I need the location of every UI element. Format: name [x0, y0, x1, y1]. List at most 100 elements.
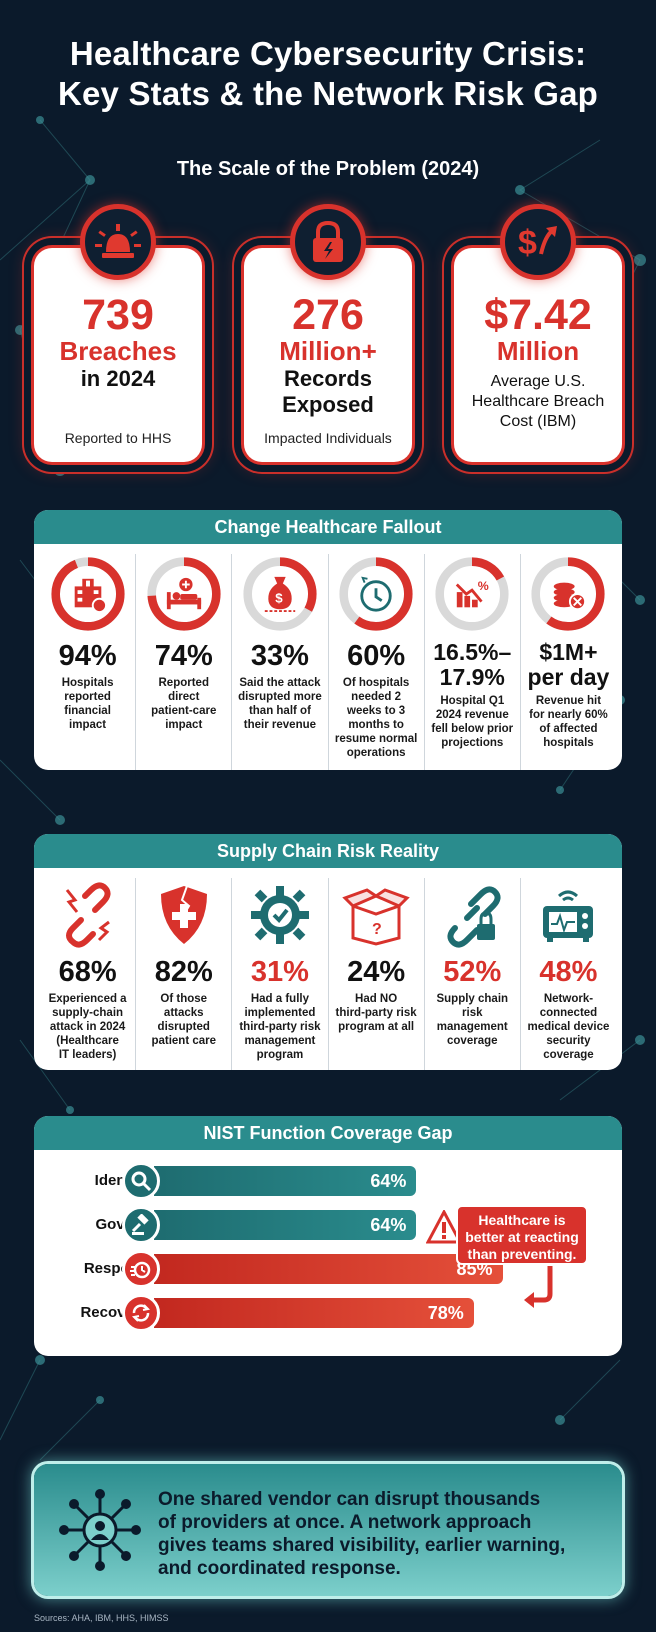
supply-item: 31% Had a fully implemented third-party ri… [232, 878, 329, 1070]
change-item: $ 33% Said the attack disrupted more than … [232, 554, 329, 770]
cost-value: $7.42 [484, 291, 592, 339]
gavel-icon [122, 1206, 160, 1244]
callout-line-1: Healthcare is [478, 1212, 566, 1228]
hospital-icon [51, 557, 125, 631]
gear-check-icon [250, 886, 309, 944]
change-stat: 16.5%– 17.9% [433, 639, 512, 690]
clock-icon [339, 557, 413, 631]
broken-lock-icon [290, 204, 366, 280]
nist-row-identify: Identify 64% [34, 1162, 622, 1200]
change-desc: Of hospitals needed 2 weeks to 3 months to r… [334, 677, 418, 759]
change-stat: 60% [347, 640, 406, 672]
supply-item: 68% Experienced a supply-chain attack in 2… [40, 878, 137, 1070]
key-message: One shared vendor can disrupt thousands … [158, 1488, 613, 1580]
change-item: 94% Hospitals reported financial impact [40, 554, 137, 770]
chain-lock-icon [447, 886, 501, 948]
network-person-icon [59, 1489, 141, 1571]
supply-item: 52% Supply chain risk management coverage [425, 878, 521, 1070]
nist-row-govern: Govern 64% [34, 1206, 622, 1244]
nist-panel: NIST Function Coverage Gap Identify 64% … [34, 1116, 622, 1356]
broken-chain-icon [65, 882, 111, 948]
broken-medical-shield-icon [160, 885, 207, 944]
title-line-1: Healthcare Cybersecurity Crisis: [69, 35, 587, 72]
supply-desc: Supply chain risk management coverage [436, 993, 509, 1047]
dollar-rising-icon: $ [500, 204, 576, 280]
nist-heading: NIST Function Coverage Gap [34, 1116, 622, 1150]
coins-x-icon [531, 557, 606, 631]
supply-stat: 31% [250, 956, 309, 988]
cost-note-2: Healthcare Breach [471, 393, 605, 410]
supply-desc: Experienced a supply-chain attack in 2024(… [48, 993, 127, 1061]
change-stat: 94% [58, 640, 117, 672]
stopwatch-icon [122, 1250, 160, 1288]
callout-box: Healthcare is better at reacting than pr… [456, 1205, 588, 1265]
change-stat: 33% [250, 640, 309, 672]
sources-note: Sources: AHA, IBM, HHS, HIMSS [34, 1613, 169, 1623]
warning-icon [426, 1210, 462, 1244]
callout-arrow-icon [524, 1266, 553, 1308]
magnifier-icon [122, 1162, 160, 1200]
supply-item: 82% Of those attacks disrupted patient care [136, 878, 233, 1070]
nist-bar: 78% [154, 1298, 474, 1328]
nist-bar: 85% [154, 1254, 503, 1284]
title-line-2: Key Stats & the Network Risk Gap [57, 75, 599, 112]
change-desc: Revenue hit for nearly 60% of affected hosp… [529, 695, 608, 749]
supply-item: ? 24% Had NO third-party risk program at a… [329, 878, 425, 1070]
nist-chart: Identify 64% Govern 64% Respond 85% Reco… [34, 1150, 622, 1356]
supply-chain-panel: Supply Chain Risk Reality 68% Experience… [34, 834, 622, 1070]
supply-item: 48% Network-connected medical device secur… [521, 878, 616, 1070]
svg-text:$: $ [518, 224, 537, 262]
supply-stat: 52% [443, 956, 502, 988]
breaches-label: Breaches [59, 336, 177, 366]
change-item: $1M+ per day Revenue hit for nearly 60% of … [521, 554, 616, 770]
change-desc: Hospitals reported financial impact [61, 677, 114, 731]
nist-bar: 64% [154, 1210, 417, 1240]
page-title: Healthcare Cybersecurity Crisis: Key Sta… [0, 0, 656, 114]
breaches-year: in 2024 [80, 366, 156, 391]
svg-text:$: $ [275, 591, 283, 606]
records-unit: Million+ [279, 336, 377, 366]
key-message-line-1: One shared vendor can disrupt thousands [158, 1489, 541, 1510]
records-value: 276 [292, 291, 364, 339]
key-message-line-2: of providers at once. A network approach [158, 1512, 532, 1533]
nist-bar: 64% [154, 1166, 417, 1196]
change-desc: Said the attack disrupted more than half o… [238, 677, 322, 731]
change-stat: 74% [154, 640, 213, 672]
records-label-2: Exposed [282, 392, 374, 417]
records-card: 276 Million+ Records Exposed Impacted In… [244, 204, 412, 462]
nist-row-recovery: Recovery 78% [34, 1294, 622, 1332]
cost-unit: Million [496, 336, 580, 366]
recovery-cycle-icon [122, 1294, 160, 1332]
mystery-box-icon: ? [342, 888, 410, 946]
supply-desc: Of those attacks disrupted patient care [151, 993, 217, 1047]
cost-note-1: Average U.S. [490, 373, 586, 390]
breaches-value: 739 [82, 291, 154, 339]
breaches-note: Reported to HHS [64, 430, 172, 446]
change-healthcare-panel: Change Healthcare Fallout 94% Hospitals r… [34, 510, 622, 770]
supply-stat: 82% [154, 956, 213, 988]
siren-icon [80, 204, 156, 280]
supply-stat: 48% [539, 956, 598, 988]
change-desc: Hospital Q1 2024 revenue fell below prior p… [431, 695, 514, 749]
svg-text:%: % [478, 579, 489, 593]
patient-bed-icon [147, 557, 221, 631]
change-item: 74% Reported direct patient-care impact [136, 554, 233, 770]
svg-text:?: ? [372, 921, 382, 938]
change-item: 60% Of hospitals needed 2 weeks to 3 months… [329, 554, 425, 770]
key-message-line-3: gives teams shared visibility, earlier w… [158, 1535, 566, 1556]
supply-heading: Supply Chain Risk Reality [34, 834, 622, 868]
callout-line-2: better at reacting [465, 1229, 579, 1245]
change-item: % 16.5%– 17.9% Hospital Q1 2024 revenue fel… [425, 554, 521, 770]
change-stat: $1M+ per day [527, 639, 610, 690]
cost-card: $ $7.42 Million Average U.S. Healthcare … [454, 204, 622, 462]
breaches-card: 739 Breaches in 2024 Reported to HHS [34, 204, 202, 462]
supply-desc: Had a fully implemented third-party risk ma… [239, 993, 321, 1061]
supply-stat: 24% [347, 956, 406, 988]
change-heading: Change Healthcare Fallout [34, 510, 622, 544]
scale-heading: The Scale of the Problem (2024) [176, 158, 480, 180]
medical-device-icon [543, 890, 594, 942]
key-message-line-4: and coordinated response. [158, 1558, 401, 1579]
declining-chart-icon: % [435, 557, 509, 631]
nist-row-respond: Respond 85% [34, 1250, 622, 1288]
supply-desc: Had NO third-party risk program at all [335, 993, 417, 1033]
